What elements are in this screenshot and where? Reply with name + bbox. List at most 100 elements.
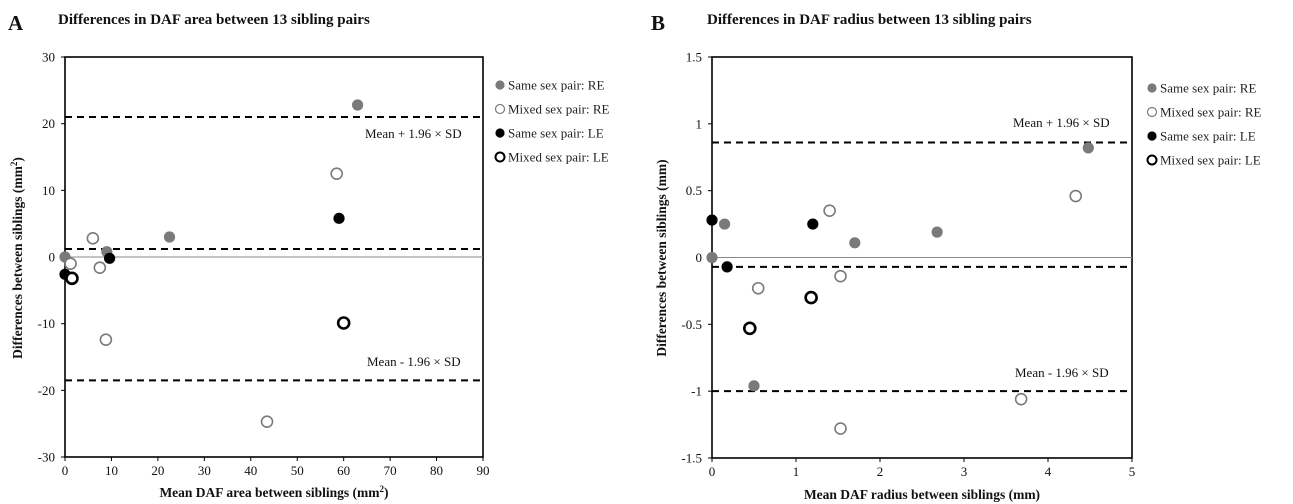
panel-b-point-series2-0 bbox=[706, 214, 718, 226]
panel-b-point-series3-1 bbox=[742, 321, 757, 336]
panel-b-x-tick-label: 0 bbox=[709, 464, 716, 479]
panel-a-point-series0-3 bbox=[352, 99, 364, 111]
panel-b-y-tick-label: 1.5 bbox=[686, 50, 702, 65]
panel-a-y-axis-title: Differences between siblings (mm2) bbox=[9, 157, 25, 359]
panel-a-point-series1-0 bbox=[86, 232, 100, 245]
panel-a-x-tick-label: 10 bbox=[105, 463, 118, 478]
panel-a: A Differences in DAF area between 13 sib… bbox=[8, 11, 610, 500]
panel-b-point-series1-0 bbox=[823, 204, 836, 218]
panel-a-x-tick-label: 30 bbox=[198, 463, 211, 478]
panel-b-x-tick-label: 4 bbox=[1045, 464, 1052, 479]
panel-b-letter: B bbox=[651, 11, 665, 35]
panel-a-point-series3-1 bbox=[336, 316, 351, 330]
panel-b-legend-marker-0 bbox=[1147, 83, 1157, 93]
panel-a-ylabel-main: Differences between siblings (mm bbox=[10, 165, 25, 359]
panel-b-x-tick-label: 5 bbox=[1129, 464, 1136, 479]
panel-a-point-series1-1 bbox=[64, 257, 77, 270]
panel-b-y-tick-label: -0.5 bbox=[681, 317, 702, 332]
panel-b-point-series2-1 bbox=[721, 261, 733, 273]
panel-b-legend-marker-2 bbox=[1147, 131, 1157, 141]
panel-b-point-series3-0 bbox=[804, 290, 818, 305]
panel-b-y-tick-label: -1.5 bbox=[681, 451, 702, 466]
panel-b-y-tick-label: 1 bbox=[696, 116, 703, 131]
panel-a-point-series0-2 bbox=[163, 231, 176, 243]
panel-b-legend-marker-1 bbox=[1146, 106, 1158, 118]
panel-a-x-tick-label: 60 bbox=[337, 463, 350, 478]
panel-a-legend-marker-1 bbox=[494, 103, 506, 115]
panel-b-upper-limit-label: Mean + 1.96 × SD bbox=[1013, 115, 1110, 130]
panel-b-title: Differences in DAF radius between 13 sib… bbox=[707, 12, 1032, 28]
panel-b-legend-label-0: Same sex pair: RE bbox=[1160, 81, 1256, 96]
panel-a-lines bbox=[65, 116, 483, 382]
panel-a-y-tick-label: 0 bbox=[49, 250, 56, 265]
panel-b-point-series2-2 bbox=[807, 218, 819, 230]
panel-b-legend-marker-3 bbox=[1146, 154, 1158, 166]
panel-a-letter: A bbox=[8, 11, 24, 35]
panel-b-point-series1-1 bbox=[751, 281, 765, 295]
panel-b-point-series0-2 bbox=[849, 237, 861, 249]
panel-a-ylabel-end: ) bbox=[10, 157, 25, 162]
panel-a-upper-limit-label: Mean + 1.96 × SD bbox=[365, 126, 462, 141]
panel-a-x-tick-label: 40 bbox=[244, 463, 257, 478]
panel-a-x-tick-label: 50 bbox=[291, 463, 304, 478]
panel-a-legend-marker-0 bbox=[495, 80, 505, 90]
panel-b-point-series0-5 bbox=[748, 380, 760, 392]
panel-a-title: Differences in DAF area between 13 sibli… bbox=[58, 12, 370, 28]
panel-b-legend-label-2: Same sex pair: LE bbox=[1160, 129, 1256, 144]
panel-b-lines bbox=[712, 141, 1132, 393]
panel-a-x-axis-title: Mean DAF area between siblings (mm2) bbox=[159, 484, 388, 500]
panel-a-points bbox=[59, 99, 364, 428]
panel-a-ylabel-sup: 2 bbox=[9, 161, 19, 166]
panel-a-point-series2-2 bbox=[333, 212, 345, 224]
panel-b-points bbox=[706, 142, 1094, 435]
panel-b-x-tick-label: 2 bbox=[877, 464, 884, 479]
panel-a-point-series2-1 bbox=[103, 252, 116, 264]
panel-b-point-series1-2 bbox=[834, 269, 847, 283]
panel-b-point-series0-4 bbox=[1082, 142, 1094, 154]
panel-a-legend-label-0: Same sex pair: RE bbox=[508, 78, 604, 93]
panel-a-legend-label-2: Same sex pair: LE bbox=[508, 126, 604, 141]
panel-a-xlabel-main: Mean DAF area between siblings (mm bbox=[159, 485, 380, 500]
panel-a-legend-label-3: Mixed sex pair: LE bbox=[508, 150, 609, 165]
panel-b-point-series0-3 bbox=[931, 226, 943, 238]
panel-a-x-tick-label: 70 bbox=[384, 463, 397, 478]
panel-a-x-tick-label: 90 bbox=[477, 463, 490, 478]
panel-a-y-tick-label: -30 bbox=[38, 450, 55, 465]
panel-a-y-tick-label: 10 bbox=[42, 183, 55, 198]
panel-a-x-tick-label: 20 bbox=[151, 463, 164, 478]
panel-b-point-series1-4 bbox=[1014, 392, 1028, 406]
panel-b-y-tick-label: 0.5 bbox=[686, 183, 702, 198]
panel-a-x-tick-label: 80 bbox=[430, 463, 443, 478]
panel-a-legend-marker-2 bbox=[495, 128, 505, 138]
panel-a-point-series3-0 bbox=[65, 271, 79, 286]
panel-a-y-tick-label: -20 bbox=[38, 383, 55, 398]
panel-b-point-series1-5 bbox=[834, 422, 847, 435]
panel-b-legend: Same sex pair: RE Mixed sex pair: RE Same … bbox=[1146, 81, 1262, 168]
panel-b-legend-label-1: Mixed sex pair: RE bbox=[1160, 105, 1262, 120]
panel-b-lower-limit-label: Mean - 1.96 × SD bbox=[1015, 365, 1109, 380]
panel-b-y-axis-title: Differences between siblings (mm) bbox=[654, 159, 669, 356]
panel-a-point-series1-5 bbox=[260, 415, 274, 428]
panel-b: B Differences in DAF radius between 13 s… bbox=[651, 11, 1262, 502]
panel-a-y-tick-label: 20 bbox=[42, 116, 55, 131]
panel-b-x-tick-label: 3 bbox=[961, 464, 968, 479]
panel-a-xlabel-sup: 2 bbox=[380, 484, 385, 494]
panel-a-ticks: -30 -20 -10 0 10 20 30 0 10 20 30 40 50 60 70 80 90 bbox=[38, 50, 490, 479]
panel-b-point-series0-1 bbox=[718, 218, 731, 230]
panel-b-ticks: -1.5 -1 -0.5 0 0.5 1 1.5 0 1 2 3 4 5 bbox=[681, 50, 1135, 480]
panel-a-lower-limit-label: Mean - 1.96 × SD bbox=[367, 354, 461, 369]
panel-b-point-series0-0 bbox=[706, 251, 718, 264]
panel-a-xlabel-end: ) bbox=[384, 485, 389, 500]
panel-b-legend-label-3: Mixed sex pair: LE bbox=[1160, 153, 1261, 168]
panel-a-point-series1-3 bbox=[99, 333, 113, 346]
panel-a-x-tick-label: 0 bbox=[62, 463, 69, 478]
panel-b-y-tick-label: 0 bbox=[696, 250, 703, 265]
panel-a-y-tick-label: -10 bbox=[38, 316, 55, 331]
panel-b-x-tick-label: 1 bbox=[793, 464, 800, 479]
panel-b-y-tick-label: -1 bbox=[691, 384, 702, 399]
panel-b-point-series1-3 bbox=[1069, 189, 1083, 203]
panel-a-legend: Same sex pair: RE Mixed sex pair: RE Same … bbox=[494, 78, 610, 165]
panel-a-y-tick-label: 30 bbox=[42, 50, 55, 65]
panel-a-legend-label-1: Mixed sex pair: RE bbox=[508, 102, 610, 117]
